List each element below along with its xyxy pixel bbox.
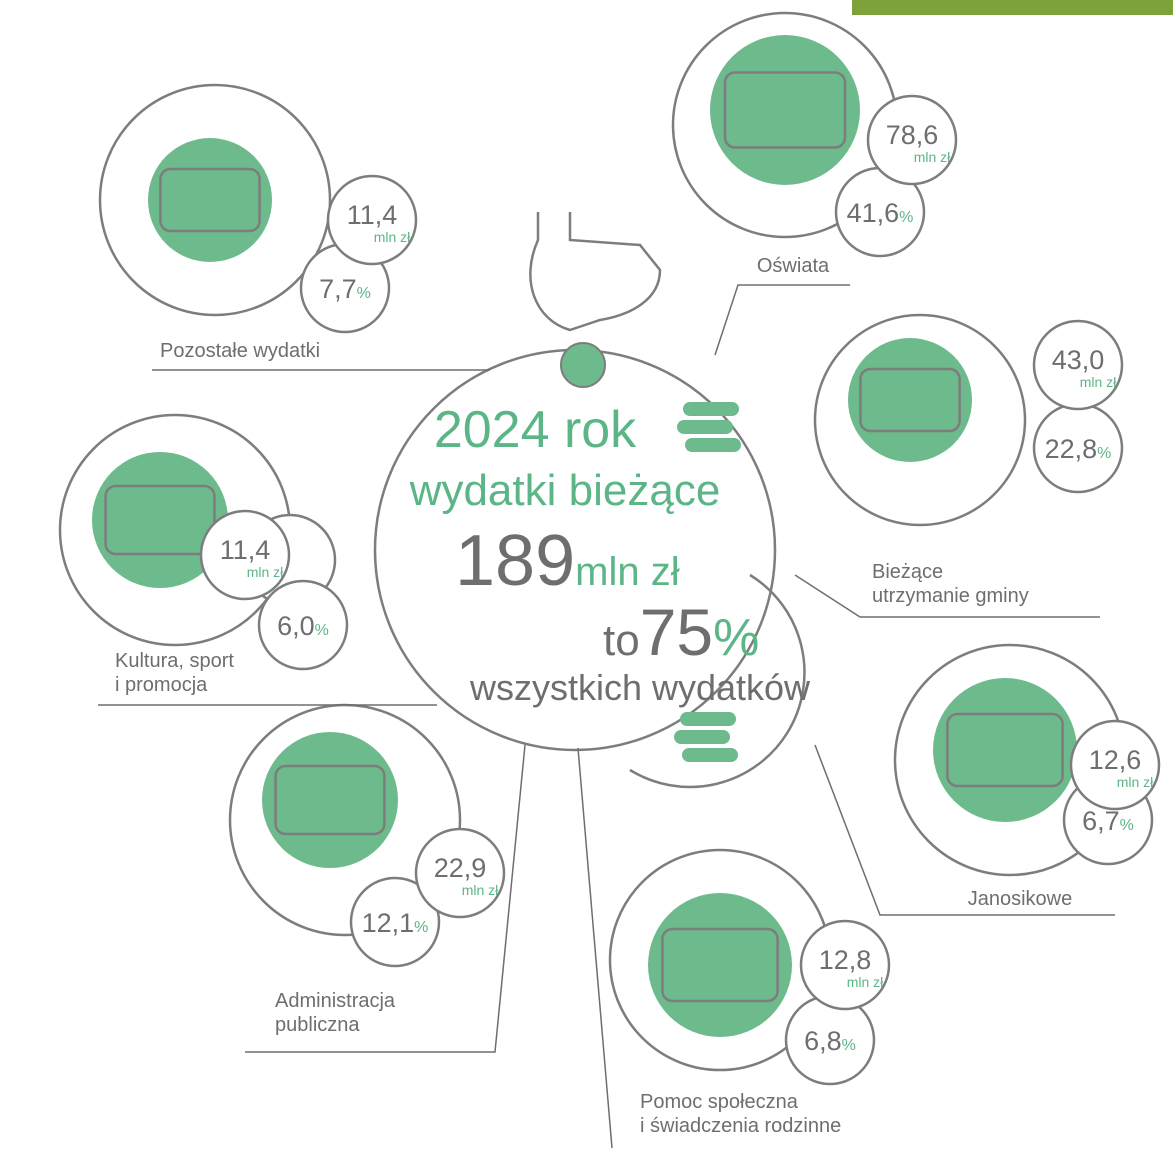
icon-disc: [933, 678, 1077, 822]
center-title: wydatki bieżące: [409, 466, 721, 515]
corner-bar: [852, 0, 1173, 15]
to: to: [603, 616, 640, 665]
icon-disc: [710, 35, 860, 185]
icon-disc: [648, 893, 792, 1037]
percent-sign: %: [357, 285, 371, 302]
category-label: Kultura, sport: [115, 650, 234, 672]
percent-sign: %: [842, 1037, 856, 1054]
category-label: Janosikowe: [968, 888, 1073, 910]
unit: mln zł: [575, 550, 680, 594]
icon-disc: [148, 138, 272, 262]
unit: mln zł: [914, 149, 951, 165]
amount: 43,0: [1052, 345, 1105, 375]
amount: 189: [455, 521, 575, 601]
amount: 12,8: [819, 945, 872, 975]
percent-sign: %: [899, 209, 913, 226]
category-label: publiczna: [275, 1014, 360, 1036]
unit: mln zł: [1117, 774, 1154, 790]
unit: mln zł: [1080, 374, 1117, 390]
percent-value: 6,7: [1082, 806, 1120, 836]
leader-line: [715, 285, 850, 355]
unit: mln zł: [462, 882, 499, 898]
category-label: i świadczenia rodzinne: [640, 1115, 841, 1137]
amount: 78,6: [886, 120, 939, 150]
category-label: Oświata: [757, 255, 830, 277]
category-label: i promocja: [115, 674, 208, 696]
unit: mln zł: [847, 974, 884, 990]
unit: mln zł: [247, 564, 284, 580]
category-label: Pozostałe wydatki: [160, 340, 320, 362]
center-caption: wszystkich wydatków: [469, 667, 811, 708]
percent-sign: %: [414, 919, 428, 936]
percent-value: 22,8: [1045, 434, 1098, 464]
category-label: utrzymanie gminy: [872, 585, 1029, 607]
amount: 22,9: [434, 853, 487, 883]
amount: 11,4: [220, 535, 271, 565]
category-label: Bieżące: [872, 561, 943, 583]
leader-line: [578, 748, 612, 1148]
percent-value: 12,1: [362, 908, 415, 938]
icon-disc: [848, 338, 972, 462]
percent-value: 7,7: [319, 274, 357, 304]
unit: mln zł: [374, 229, 411, 245]
percent-sign: %: [1097, 445, 1111, 462]
percent-value: 6,8: [804, 1026, 842, 1056]
category-label: Pomoc społeczna: [640, 1091, 799, 1113]
percent-sign: %: [1120, 817, 1134, 834]
percent-value: 41,6: [847, 198, 900, 228]
percent-sign: %: [315, 622, 329, 639]
share: 75: [640, 595, 713, 669]
category-label: Administracja: [275, 990, 396, 1012]
percent-value: 6,0: [277, 611, 315, 641]
infographic: 2024 rok wydatki bieżące 189mln zł to75%…: [0, 0, 1173, 1151]
icon-disc: [262, 732, 398, 868]
amount: 11,4: [347, 200, 398, 230]
share-sign: %: [713, 609, 759, 667]
amount: 12,6: [1089, 745, 1142, 775]
center-year: 2024 rok: [434, 401, 637, 459]
